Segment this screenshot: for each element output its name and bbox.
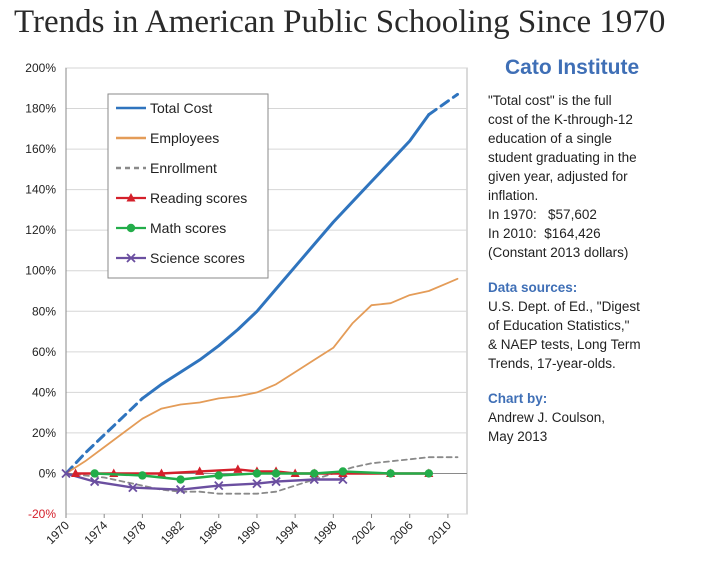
note-line: cost of the K-through-12 xyxy=(488,112,633,127)
sidebar-notes: Cato Institute "Total cost" is the full … xyxy=(488,56,698,446)
x-tick-label: 2010 xyxy=(425,518,454,547)
science-scores-marker xyxy=(61,468,71,479)
sources-heading: Data sources: xyxy=(488,280,578,295)
science-scores-marker xyxy=(128,483,138,493)
legend-label: Science scores xyxy=(150,250,245,266)
science-scores-marker xyxy=(252,478,262,489)
note-line: "Total cost" is the full xyxy=(488,93,612,108)
legend-box xyxy=(107,93,269,279)
credit-line: Andrew J. Coulson, xyxy=(488,410,606,425)
note-line: inflation. xyxy=(488,188,539,203)
math-scores-marker xyxy=(424,469,434,478)
math-scores-marker xyxy=(271,469,281,478)
y-tick-label: 60% xyxy=(32,345,56,359)
y-tick-label: 80% xyxy=(32,304,56,318)
series-line-reading-scores xyxy=(74,468,430,475)
science-scores-marker xyxy=(214,480,224,491)
math-scores-marker xyxy=(176,475,185,484)
line-chart: -20% 0% 20% 40% 60% 80% 100% 120% 140% 160% 180% 20… xyxy=(25,61,468,547)
y-tick-label: 160% xyxy=(25,142,56,156)
series-line-total-cost-dashed-segment xyxy=(64,396,144,475)
y-tick-label: 20% xyxy=(32,426,56,440)
org-name: Cato Institute xyxy=(505,56,640,79)
y-tick-label: 120% xyxy=(25,223,56,237)
science-scores-marker xyxy=(175,485,186,495)
math-scores-marker xyxy=(138,471,147,480)
legend-entry: Enrollment xyxy=(116,160,217,176)
x-tick-label: 1970 xyxy=(43,518,72,547)
y-tick-label: -20% xyxy=(28,507,56,521)
note-line: (Constant 2013 dollars) xyxy=(488,245,629,260)
y-tick-label: 40% xyxy=(32,385,56,399)
series-line-total-cost xyxy=(140,113,431,400)
y-tick-label: 100% xyxy=(25,264,56,278)
legend-label: Math scores xyxy=(150,220,226,236)
reading-scores-marker xyxy=(71,468,81,477)
reading-scores-marker xyxy=(156,468,166,477)
source-line: Trends, 17-year-olds. xyxy=(488,356,616,371)
y-tick-label: 140% xyxy=(25,183,56,197)
y-tick-label: 0% xyxy=(39,466,57,480)
x-tick-label: 2002 xyxy=(349,518,378,547)
legend-label: Enrollment xyxy=(150,160,217,176)
credit-line: May 2013 xyxy=(488,429,548,444)
legend-marker xyxy=(126,253,136,263)
series-line-math-scores xyxy=(93,470,430,481)
math-scores-marker xyxy=(90,469,99,478)
note-line: In 1970: $57,602 xyxy=(488,207,597,222)
note-line: In 2010: $164,426 xyxy=(488,226,601,241)
x-tick-label: 2006 xyxy=(387,518,416,547)
x-tick-label: 1998 xyxy=(311,518,340,547)
x-tick-label: 1986 xyxy=(196,518,225,547)
source-line: & NAEP tests, Long Term xyxy=(488,337,641,352)
math-scores-marker xyxy=(386,469,395,478)
math-scores-marker xyxy=(338,467,348,476)
reading-scores-marker xyxy=(195,466,205,475)
legend-label: Reading scores xyxy=(150,190,247,206)
legend-entry: Employees xyxy=(116,130,219,146)
legend-marker xyxy=(126,193,136,202)
reading-scores-marker xyxy=(233,464,243,473)
legend-entry: Total Cost xyxy=(116,100,212,116)
series-line-total-cost-dashed-segment xyxy=(427,92,459,117)
chart-title: Trends in American Public Schooling Sinc… xyxy=(14,4,666,40)
legend-entry: Math scores xyxy=(116,220,226,236)
note-line: education of a single xyxy=(488,131,612,146)
source-line: U.S. Dept. of Ed., "Digest xyxy=(488,299,640,314)
math-scores-marker xyxy=(252,469,262,478)
x-tick-label: 1974 xyxy=(82,518,111,547)
cost-note: "Total cost" is the full cost of the K-t… xyxy=(488,91,698,262)
legend-entry: Reading scores xyxy=(116,190,247,206)
math-scores-marker xyxy=(310,469,319,478)
source-line: of Education Statistics," xyxy=(488,318,630,333)
series-line-employees xyxy=(65,277,459,475)
note-line: given year, adjusted for xyxy=(488,169,628,184)
science-scores-marker xyxy=(271,476,281,487)
legend-entry: Science scores xyxy=(116,250,245,266)
note-line: student graduating in the xyxy=(488,150,637,165)
series-line-enrollment xyxy=(65,456,459,495)
y-tick-label: 200% xyxy=(25,61,56,75)
x-tick-label: 1982 xyxy=(158,518,187,547)
legend-label: Employees xyxy=(150,130,219,146)
credit-heading: Chart by: xyxy=(488,391,548,406)
x-tick-label: 1990 xyxy=(234,518,263,547)
legend-marker xyxy=(126,223,136,233)
y-tick-label: 180% xyxy=(25,102,56,116)
x-tick-label: 1978 xyxy=(120,518,149,547)
legend-label: Total Cost xyxy=(150,100,212,116)
science-scores-marker xyxy=(90,476,100,487)
x-tick-label: 1994 xyxy=(272,518,301,547)
math-scores-marker xyxy=(214,471,223,480)
